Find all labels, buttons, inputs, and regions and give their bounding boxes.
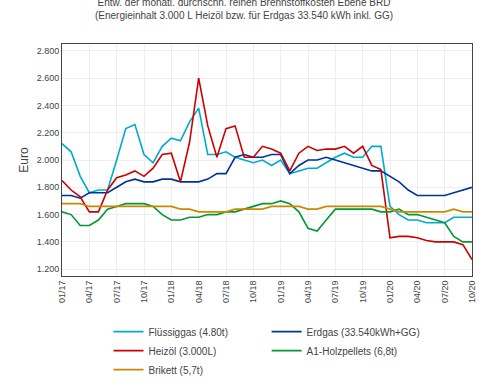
svg-text:2.200: 2.200 — [37, 128, 60, 138]
svg-text:Brikett (5,7t): Brikett (5,7t) — [149, 365, 203, 376]
svg-text:Flüssiggas (4.80t): Flüssiggas (4.80t) — [149, 327, 228, 338]
svg-text:07/20: 07/20 — [440, 281, 450, 304]
svg-text:10/17: 10/17 — [139, 281, 149, 304]
svg-text:01/20: 01/20 — [385, 281, 395, 304]
svg-text:07/19: 07/19 — [330, 281, 340, 304]
svg-text:A1-Holzpellets (6,8t): A1-Holzpellets (6,8t) — [307, 346, 398, 357]
svg-text:04/20: 04/20 — [412, 281, 422, 304]
svg-text:01/17: 01/17 — [57, 281, 67, 304]
svg-text:2.000: 2.000 — [37, 155, 60, 165]
svg-text:Euro: Euro — [17, 147, 31, 173]
svg-text:1.800: 1.800 — [37, 182, 60, 192]
svg-text:10/18: 10/18 — [248, 281, 258, 304]
svg-text:04/19: 04/19 — [303, 281, 313, 304]
svg-text:10/19: 10/19 — [358, 281, 368, 304]
svg-text:10/20: 10/20 — [467, 281, 477, 304]
svg-text:Erdgas (33.540kWh+GG): Erdgas (33.540kWh+GG) — [307, 327, 420, 338]
svg-text:1.600: 1.600 — [37, 210, 60, 220]
svg-text:01/18: 01/18 — [166, 281, 176, 304]
svg-text:01/19: 01/19 — [276, 281, 286, 304]
svg-text:07/17: 07/17 — [112, 281, 122, 304]
svg-text:Heizöl (3.000L): Heizöl (3.000L) — [149, 346, 217, 357]
svg-text:1.400: 1.400 — [37, 237, 60, 247]
svg-text:1.200: 1.200 — [37, 264, 60, 274]
svg-text:Entw. der monatl. durchschn. r: Entw. der monatl. durchschn. reinen Bren… — [95, 0, 393, 21]
svg-text:04/17: 04/17 — [84, 281, 94, 304]
svg-text:04/18: 04/18 — [194, 281, 204, 304]
svg-text:2.800: 2.800 — [37, 46, 60, 56]
svg-text:2.600: 2.600 — [37, 73, 60, 83]
svg-text:2.400: 2.400 — [37, 101, 60, 111]
svg-text:07/18: 07/18 — [221, 281, 231, 304]
